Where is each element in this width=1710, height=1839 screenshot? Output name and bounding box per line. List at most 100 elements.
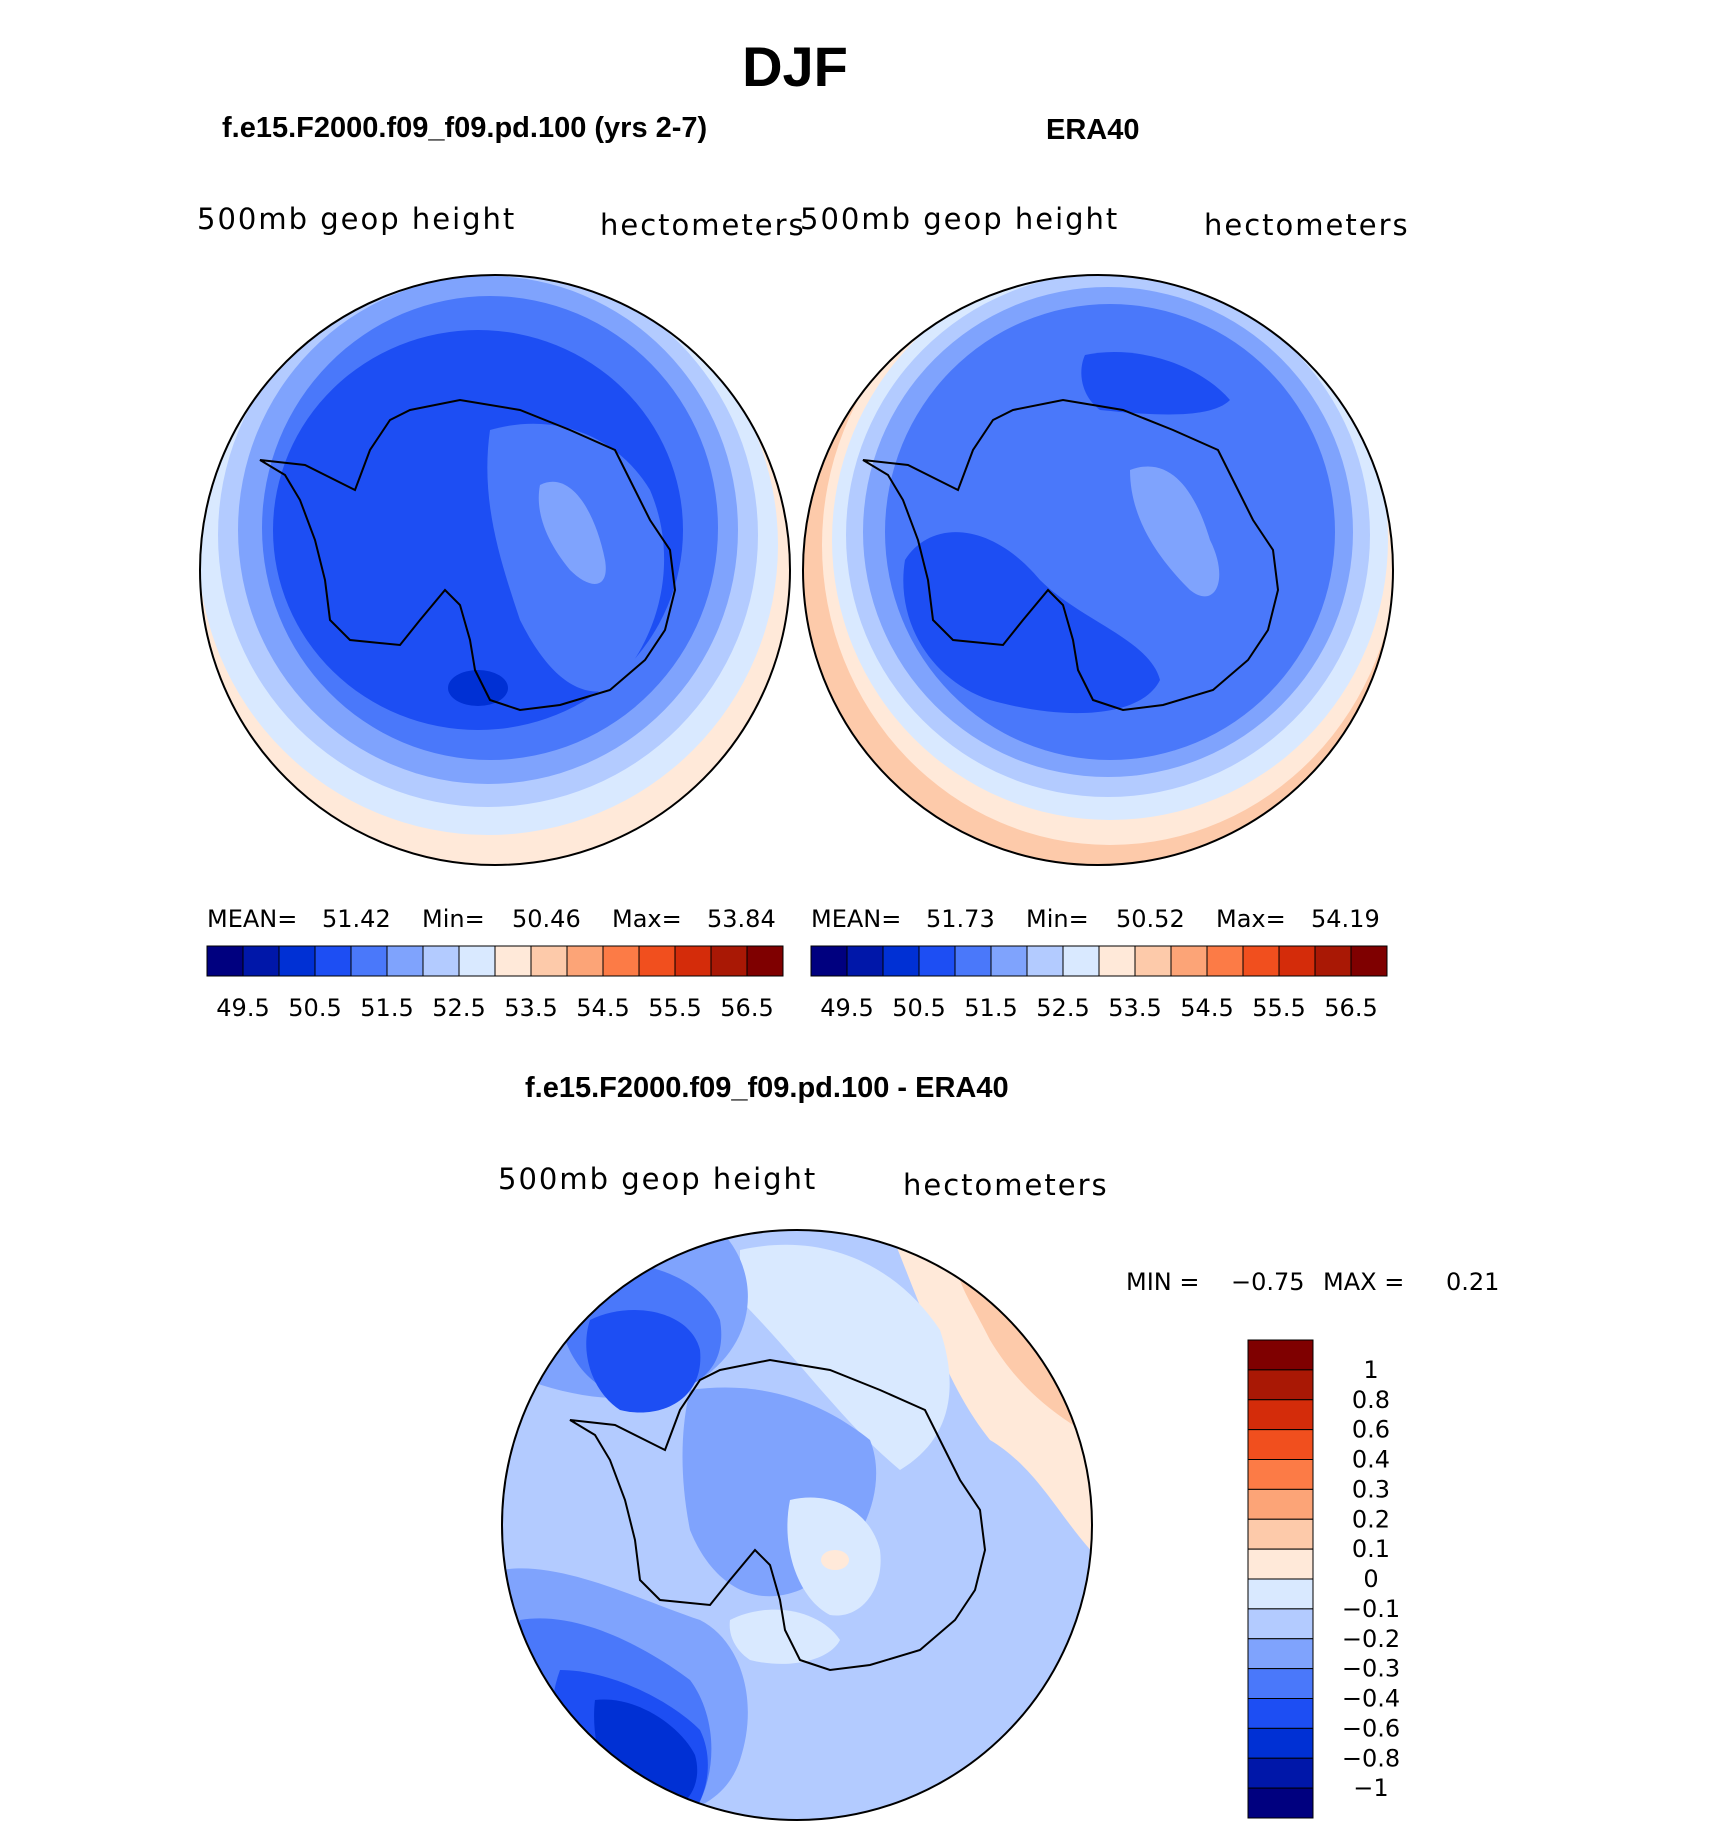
colorbar-swatch [602,945,640,977]
colorbar-swatch [1247,1727,1314,1759]
colorbar-tick-label: 54.5 [1180,994,1233,1022]
colorbar-swatch [1242,945,1280,977]
colorbar-tick-label: −1 [1353,1774,1388,1802]
colorbar-swatch [566,945,604,977]
colorbar-swatch [278,945,316,977]
colorbar-swatch [314,945,352,977]
diff-min-label: MIN = [1126,1268,1200,1296]
colorbar-tick-label: 49.5 [216,994,269,1022]
colorbar-tick-label: 50.5 [288,994,341,1022]
colorbar-swatch [1247,1459,1314,1490]
colorbar-swatch [1247,1608,1314,1640]
colorbar-swatch [1206,945,1244,977]
model-max-label: Max= [612,905,682,933]
colorbar-swatch [458,945,496,977]
colorbar-tick-label: 55.5 [648,994,701,1022]
colorbar-swatch [990,945,1028,977]
model-mean-value: 51.42 [322,905,391,933]
obs-max-label: Max= [1216,905,1286,933]
colorbar-tick-label: −0.1 [1342,1595,1400,1623]
colorbar-swatch [918,945,956,977]
colorbar-tick-label: −0.6 [1342,1714,1400,1742]
colorbar-tick-label: 53.5 [504,994,557,1022]
colorbar-swatch [386,945,424,977]
diff-map [501,1229,1093,1821]
model-min-value: 50.46 [512,905,581,933]
colorbar-tick-label: 1 [1363,1356,1378,1384]
colorbar-swatch [1247,1787,1314,1819]
diff-max-value: 0.21 [1446,1268,1500,1296]
colorbar-swatch [1247,1429,1314,1460]
colorbar-swatch [810,945,848,977]
colorbar-tick-label: 56.5 [720,994,773,1022]
colorbar-tick-label: 53.5 [1108,994,1161,1022]
obs-map-border [802,274,1394,866]
diff-map-border [501,1229,1093,1821]
colorbar-swatch [1134,945,1172,977]
colorbar-swatch [242,945,280,977]
colorbar-tick-label: 0 [1363,1565,1378,1593]
obs-min-label: Min= [1026,905,1089,933]
colorbar-swatch [846,945,884,977]
model-map [199,274,791,866]
colorbar-tick-label: 0.6 [1352,1416,1390,1444]
colorbar-swatch [350,945,388,977]
main-title: DJF [742,35,848,98]
colorbar-swatch [494,945,532,977]
colorbar-tick-label: −0.3 [1342,1655,1400,1683]
colorbar-tick-label: −0.8 [1342,1744,1400,1772]
colorbar-tick-label: −0.4 [1342,1685,1400,1713]
colorbar-tick-label: 55.5 [1252,994,1305,1022]
model-min-label: Min= [422,905,485,933]
colorbar-swatch [1026,945,1064,977]
obs-var-label: 500mb geop height [800,202,1120,236]
colorbar-swatch [206,945,244,977]
colorbar-swatch [1247,1757,1314,1789]
colorbar-swatch [1350,945,1388,977]
colorbar-tick-label: 49.5 [820,994,873,1022]
colorbar-swatch [882,945,920,977]
colorbar-swatch [746,945,784,977]
obs-min-value: 50.52 [1116,905,1185,933]
colorbar-tick-label: 51.5 [964,994,1017,1022]
obs-mean-label: MEAN= [811,905,902,933]
diff-units-label: hectometers [903,1168,1109,1202]
colorbar-tick-label: 52.5 [432,994,485,1022]
colorbar-swatch [1314,945,1352,977]
colorbar-swatch [530,945,568,977]
colorbar-swatch [1247,1518,1314,1550]
colorbar-tick-label: 54.5 [576,994,629,1022]
diff-max-label: MAX = [1323,1268,1405,1296]
colorbar-tick-label: 0.1 [1352,1535,1390,1563]
obs-units-label: hectometers [1204,208,1410,242]
diff-min-value: −0.75 [1231,1268,1305,1296]
colorbar-swatch [674,945,712,977]
diff-minmax: MIN = −0.75 MAX = 0.21 [1126,1268,1526,1298]
obs-map [802,274,1394,866]
colorbar-swatch [710,945,748,977]
diff-panel-header: f.e15.F2000.f09_f09.pd.100 - ERA40 [525,1072,1009,1104]
model-max-value: 53.84 [707,905,776,933]
colorbar-swatch [1062,945,1100,977]
colorbar-swatch [1278,945,1316,977]
colorbar-tick-label: 0.2 [1352,1505,1390,1533]
colorbar-swatch [1247,1578,1314,1610]
colorbar-tick-label: 56.5 [1324,994,1377,1022]
obs-stats: MEAN= 51.73 Min= 50.52 Max= 54.19 [811,905,1391,935]
colorbar-tick-label: 50.5 [892,994,945,1022]
diff-colorbar: 10.80.60.40.30.20.10−0.1−0.2−0.3−0.4−0.6… [1247,1339,1400,1819]
model-panel-header: f.e15.F2000.f09_f09.pd.100 (yrs 2-7) [222,112,708,144]
colorbar-tick-label: 52.5 [1036,994,1089,1022]
colorbar-tick-label: 0.4 [1352,1446,1390,1474]
obs-colorbar: 49.5 50.5 51.5 52.5 53.5 54.5 55.5 56.5 [810,945,1388,1022]
obs-max-value: 54.19 [1311,905,1380,933]
colorbar-swatch [1247,1339,1314,1371]
model-colorbar: 49.5 50.5 51.5 52.5 53.5 54.5 55.5 56.5 [206,945,784,1022]
obs-panel-header: ERA40 [1046,114,1140,146]
colorbar-swatch [422,945,460,977]
colorbar-swatch [638,945,676,977]
colorbar-tick-label: −0.2 [1342,1625,1400,1653]
colorbar-swatch [1247,1369,1314,1401]
colorbar-swatch [954,945,992,977]
